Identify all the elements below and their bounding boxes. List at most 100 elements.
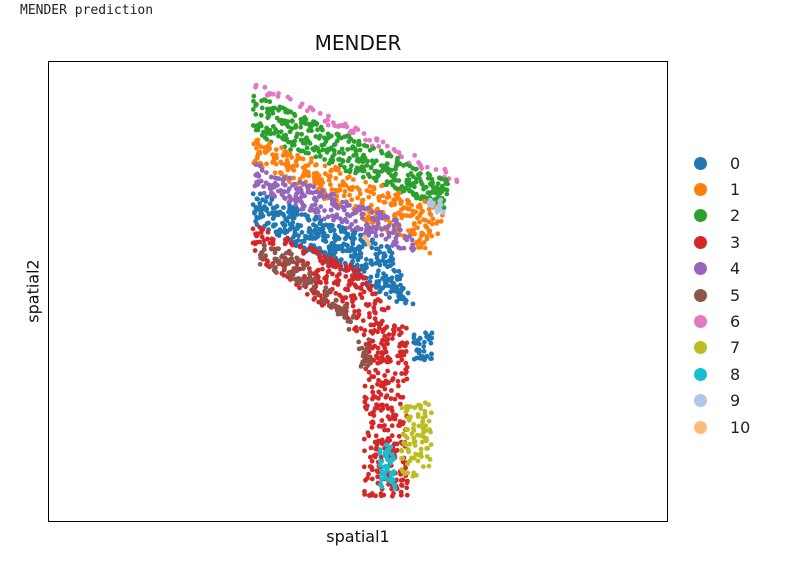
point-cluster-0 — [364, 265, 369, 270]
point-cluster-5 — [284, 257, 290, 263]
point-cluster-0 — [320, 237, 326, 243]
point-cluster-3 — [312, 247, 317, 253]
scatter-plot — [250, 82, 460, 499]
point-cluster-7 — [421, 430, 426, 435]
point-cluster-0 — [298, 223, 303, 229]
point-cluster-2 — [258, 123, 264, 129]
point-cluster-3 — [362, 492, 367, 497]
point-cluster-5 — [286, 270, 291, 276]
point-cluster-3 — [392, 323, 397, 329]
point-cluster-3 — [346, 283, 352, 288]
point-cluster-0 — [260, 197, 265, 203]
point-cluster-4 — [338, 216, 343, 222]
point-cluster-3 — [333, 264, 339, 270]
point-cluster-3 — [269, 236, 275, 242]
point-cluster-3 — [384, 403, 390, 408]
point-cluster-10 — [362, 234, 368, 240]
point-cluster-4 — [344, 211, 350, 217]
point-cluster-5 — [257, 261, 263, 267]
point-cluster-5 — [363, 352, 369, 357]
point-cluster-2 — [318, 153, 323, 159]
point-cluster-3 — [285, 235, 290, 241]
point-cluster-0 — [414, 348, 420, 353]
point-cluster-1 — [426, 206, 432, 212]
point-cluster-0 — [336, 245, 342, 250]
point-cluster-3 — [318, 258, 323, 264]
point-cluster-8 — [388, 471, 394, 477]
point-cluster-5 — [356, 346, 362, 352]
point-cluster-0 — [380, 285, 386, 291]
point-cluster-1 — [289, 155, 294, 160]
point-cluster-2 — [281, 133, 287, 139]
point-cluster-0 — [328, 228, 333, 234]
point-cluster-2 — [304, 135, 309, 141]
point-cluster-4 — [312, 196, 317, 202]
point-cluster-2 — [444, 178, 449, 183]
point-cluster-2 — [322, 157, 327, 162]
point-cluster-3 — [382, 381, 387, 387]
point-cluster-3 — [404, 492, 410, 498]
point-cluster-3 — [350, 303, 356, 309]
point-cluster-7 — [403, 405, 409, 410]
point-cluster-2 — [309, 122, 315, 128]
point-cluster-0 — [254, 214, 260, 220]
point-cluster-0 — [274, 230, 280, 236]
point-cluster-3 — [375, 360, 381, 366]
y-axis-label: spatial2 — [23, 259, 43, 323]
point-cluster-0 — [291, 213, 297, 219]
point-cluster-3 — [343, 274, 349, 279]
point-cluster-3 — [366, 377, 372, 383]
point-cluster-3 — [370, 396, 375, 402]
point-cluster-3 — [373, 452, 379, 458]
point-cluster-0 — [392, 268, 398, 274]
point-cluster-1 — [438, 218, 444, 224]
point-cluster-1 — [347, 192, 352, 198]
point-cluster-2 — [357, 167, 362, 173]
legend-swatch — [694, 341, 707, 355]
point-cluster-0 — [370, 237, 375, 243]
point-cluster-0 — [395, 277, 400, 282]
point-cluster-5 — [351, 313, 357, 318]
point-cluster-2 — [356, 159, 362, 164]
point-cluster-3 — [265, 236, 270, 242]
point-cluster-2 — [262, 135, 268, 141]
point-cluster-6 — [442, 167, 448, 172]
point-cluster-3 — [331, 259, 336, 264]
point-cluster-3 — [382, 333, 388, 339]
point-cluster-3 — [252, 241, 258, 247]
point-cluster-6 — [454, 177, 459, 183]
point-cluster-3 — [330, 271, 335, 277]
point-cluster-3 — [351, 268, 357, 274]
legend-swatch — [694, 209, 707, 223]
point-cluster-7 — [423, 423, 429, 429]
point-cluster-3 — [367, 311, 372, 316]
point-cluster-4 — [391, 228, 397, 234]
point-cluster-7 — [411, 455, 417, 461]
point-cluster-7 — [406, 449, 411, 455]
point-cluster-3 — [267, 240, 273, 246]
point-cluster-2 — [253, 111, 259, 117]
point-cluster-0 — [390, 261, 396, 266]
point-cluster-2 — [298, 124, 304, 130]
point-cluster-2 — [408, 181, 413, 187]
point-cluster-5 — [342, 314, 347, 320]
point-cluster-5 — [309, 287, 314, 293]
point-cluster-3 — [353, 273, 358, 279]
point-cluster-6 — [419, 166, 425, 171]
point-cluster-3 — [354, 328, 359, 334]
point-cluster-1 — [287, 151, 293, 157]
point-cluster-2 — [307, 141, 313, 146]
point-cluster-8 — [391, 482, 397, 488]
point-cluster-0 — [389, 250, 395, 256]
point-cluster-2 — [264, 127, 270, 132]
point-cluster-1 — [311, 175, 317, 180]
point-cluster-2 — [334, 138, 340, 144]
point-cluster-3 — [361, 436, 367, 442]
point-cluster-2 — [425, 175, 431, 181]
point-cluster-3 — [281, 272, 287, 278]
point-cluster-4 — [315, 208, 321, 214]
point-cluster-0 — [322, 250, 328, 255]
point-cluster-2 — [320, 147, 326, 153]
point-cluster-2 — [265, 115, 271, 121]
point-cluster-4 — [302, 193, 307, 199]
